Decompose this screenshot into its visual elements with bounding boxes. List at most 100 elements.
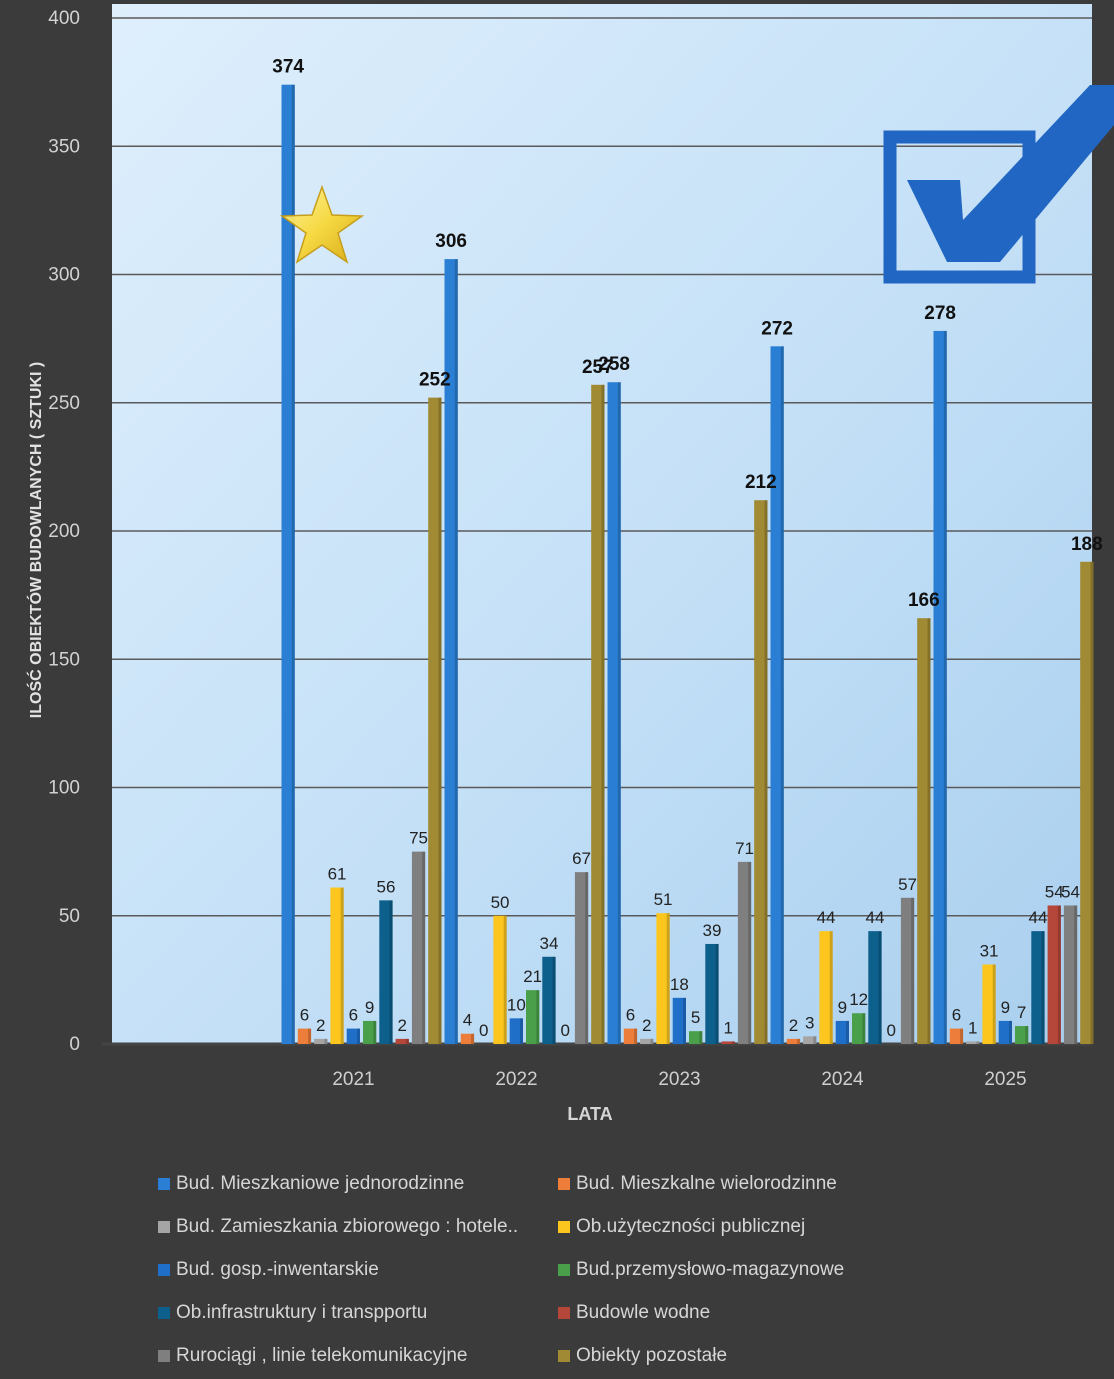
bar [493,915,507,1044]
bar [640,1038,654,1044]
bar-shade [1009,1020,1012,1044]
bar-shade [357,1028,360,1044]
bar-shade [585,872,589,1044]
bar-shade [503,915,507,1044]
bar [1047,905,1061,1044]
legend-swatch [158,1264,170,1276]
bar [411,851,426,1044]
bar [689,1031,703,1044]
bar-shade [764,500,768,1045]
bar [330,887,344,1044]
data-label: 7 [1017,1003,1026,1022]
bar [900,897,915,1044]
bar-shade [878,931,882,1044]
bar [297,1028,312,1044]
bar [542,956,556,1044]
x-tick-label: 2021 [332,1069,374,1090]
legend-label: Bud. Mieszkalne wielorodzinne [576,1173,837,1194]
legend-item: Obiekty pozostałe [558,1344,898,1368]
bar [721,1041,735,1044]
bar [526,990,540,1044]
legend-swatch [558,1264,570,1276]
data-label: 44 [1028,908,1047,927]
bar-shade [389,900,393,1044]
data-label: 3 [805,1013,814,1032]
bar [803,1036,817,1044]
bar [607,382,621,1045]
x-tick-label: 2023 [658,1069,700,1090]
bar-shade [1041,931,1045,1044]
bar-shade [291,84,295,1044]
bar [444,259,458,1044]
legend-item: Bud. gosp.-inwentarskie [158,1258,558,1282]
data-label: 44 [817,908,836,927]
data-label: 54 [1061,882,1080,901]
legend-label: Bud. Zamieszkania zbiorowego : hotele.. [176,1216,519,1237]
data-label: 0 [561,1021,570,1040]
bar-shade [699,1031,703,1044]
bar [656,913,670,1044]
bar [998,1020,1012,1044]
bar [868,931,882,1044]
bar [574,872,589,1044]
bar-shade [1074,905,1078,1044]
bar [591,384,605,1044]
bar-shade [601,384,605,1044]
x-tick-label: 2025 [984,1069,1026,1090]
bar [786,1038,801,1044]
legend-swatch [158,1221,170,1233]
legend: Bud. Mieszkaniowe jednorodzinne Bud. Mies… [158,1172,918,1368]
data-label: 39 [702,921,721,940]
legend-swatch [558,1350,570,1362]
legend-item: Ob.infrastruktury i transpportu [158,1301,558,1325]
bar-shade [536,990,540,1044]
bar [917,618,931,1044]
data-label: 1 [968,1018,977,1037]
legend-swatch [558,1221,570,1233]
data-label: 56 [376,877,395,896]
legend-swatch [558,1307,570,1319]
bar-shade [1025,1026,1029,1044]
data-label: 6 [626,1006,635,1025]
data-label: 252 [419,370,451,391]
legend-label: Bud.przemysłowo-magazynowe [576,1259,845,1280]
data-label: 1 [724,1018,733,1037]
y-tick-label: 350 [48,136,80,157]
x-tick-label: 2024 [821,1069,864,1090]
data-label: 67 [572,849,591,868]
data-label: 18 [670,975,689,994]
data-label: 57 [898,875,917,894]
y-tick-label: 50 [59,906,80,927]
bar-shade [927,618,931,1044]
bar-shade [976,1041,980,1044]
bar-shade [992,964,996,1044]
bar-shade [911,897,915,1044]
bar-shade [943,330,947,1044]
bar [819,931,833,1044]
y-tick-label: 300 [48,265,80,286]
data-label: 6 [952,1006,961,1025]
bar-shade [1057,905,1061,1044]
bar-shade [748,861,752,1044]
data-label: 4 [463,1011,472,1030]
data-label: 212 [745,472,777,493]
data-label: 2 [789,1016,798,1035]
bar [346,1028,360,1044]
legend-swatch [558,1178,570,1190]
bar-shade [797,1038,801,1044]
legend-label: Bud. gosp.-inwentarskie [176,1259,379,1280]
data-label: 54 [1045,882,1064,901]
bar-shade [324,1038,328,1044]
data-label: 374 [272,57,304,78]
data-label: 5 [691,1008,700,1027]
legend-item: Budowle wodne [558,1301,898,1325]
bar-shade [471,1033,475,1044]
legend-item: Rurociągi , linie telekomunikacyjne [158,1344,558,1368]
checkbox-check-icon [883,85,1114,284]
bar-shade [960,1028,964,1044]
data-label: 44 [865,908,884,927]
legend-label: Rurociągi , linie telekomunikacyjne [176,1345,468,1366]
star-icon [279,184,365,264]
data-label: 0 [479,1021,488,1040]
data-label: 51 [654,890,673,909]
